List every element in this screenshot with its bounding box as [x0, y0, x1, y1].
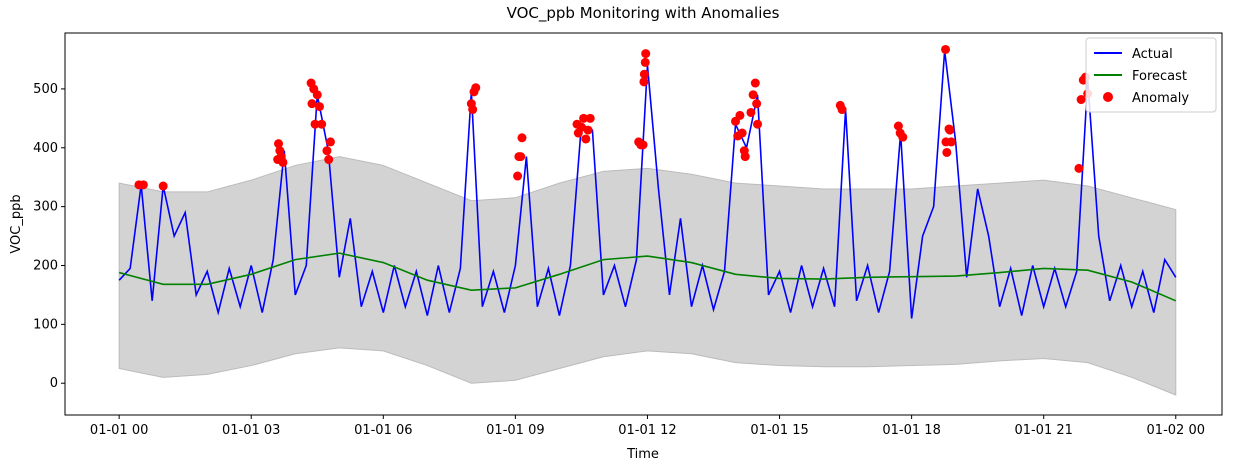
legend-label: Anomaly — [1132, 91, 1189, 106]
anomaly-point — [753, 119, 763, 129]
chart-title: VOC_ppb Monitoring with Anomalies — [507, 4, 780, 23]
x-tick-label: 01-01 00 — [90, 423, 148, 438]
x-axis-label: Time — [626, 447, 659, 462]
x-tick-label: 01-01 09 — [486, 423, 544, 438]
anomaly-point — [735, 110, 745, 120]
anomaly-point — [639, 77, 649, 87]
anomaly-point — [583, 125, 593, 135]
anomaly-point — [748, 90, 758, 100]
legend-marker — [1103, 92, 1113, 102]
anomaly-point — [517, 133, 527, 143]
anomaly-point — [585, 113, 595, 123]
anomaly-point — [746, 107, 756, 117]
anomaly-point — [274, 139, 284, 149]
anomaly-point — [581, 134, 591, 144]
anomaly-point — [752, 99, 762, 109]
confidence-band — [118, 156, 1177, 396]
anomaly-point — [946, 137, 956, 147]
anomaly-point — [516, 152, 526, 162]
anomaly-point — [314, 102, 324, 112]
anomaly-point — [737, 128, 747, 138]
anomaly-point — [325, 137, 335, 147]
x-tick-label: 01-01 21 — [1014, 423, 1072, 438]
anomaly-point — [513, 171, 523, 181]
x-tick-label: 01-01 03 — [222, 423, 280, 438]
anomaly-point — [893, 121, 903, 131]
y-tick-label: 200 — [33, 258, 58, 273]
x-tick-label: 01-01 06 — [354, 423, 412, 438]
anomaly-point — [324, 155, 334, 165]
anomaly-point — [158, 181, 168, 191]
anomaly-point — [640, 57, 650, 67]
anomaly-point — [278, 157, 288, 167]
anomaly-point — [310, 119, 320, 129]
x-tick-label: 01-01 15 — [750, 423, 808, 438]
anomaly-point — [322, 146, 332, 156]
anomaly-point — [750, 78, 760, 88]
anomaly-point — [307, 99, 317, 109]
anomaly-point — [579, 113, 589, 123]
anomaly-point — [312, 90, 322, 100]
legend-label: Forecast — [1132, 69, 1187, 84]
anomaly-point — [837, 105, 847, 115]
y-tick-label: 500 — [33, 82, 58, 97]
anomaly-point — [468, 105, 478, 115]
anomaly-point — [941, 44, 951, 54]
legend-label: Actual — [1132, 47, 1173, 62]
anomaly-point — [1074, 163, 1084, 173]
y-tick-label: 100 — [33, 317, 58, 332]
line-forecast — [118, 252, 1177, 302]
legend-box — [1085, 37, 1217, 113]
anomaly-point — [942, 147, 952, 157]
y-tick-label: 300 — [33, 200, 58, 215]
anomaly-point — [1076, 95, 1086, 105]
plot-frame — [64, 32, 1223, 416]
x-tick-label: 01-01 12 — [618, 423, 676, 438]
anomaly-point — [471, 83, 481, 93]
anomaly-point — [138, 180, 148, 190]
y-tick-label: 0 — [50, 376, 58, 391]
anomaly-point — [945, 125, 955, 135]
anomaly-point — [898, 132, 908, 142]
x-tick-label: 01-02 00 — [1147, 423, 1205, 438]
x-tick-label: 01-01 18 — [882, 423, 940, 438]
anomaly-point — [641, 49, 651, 59]
y-tick-label: 400 — [33, 141, 58, 156]
anomaly-point — [639, 69, 649, 79]
y-axis-label: VOC_ppb — [9, 194, 24, 253]
anomaly-point — [317, 119, 327, 129]
anomaly-point — [638, 140, 648, 150]
anomaly-point — [740, 152, 750, 162]
